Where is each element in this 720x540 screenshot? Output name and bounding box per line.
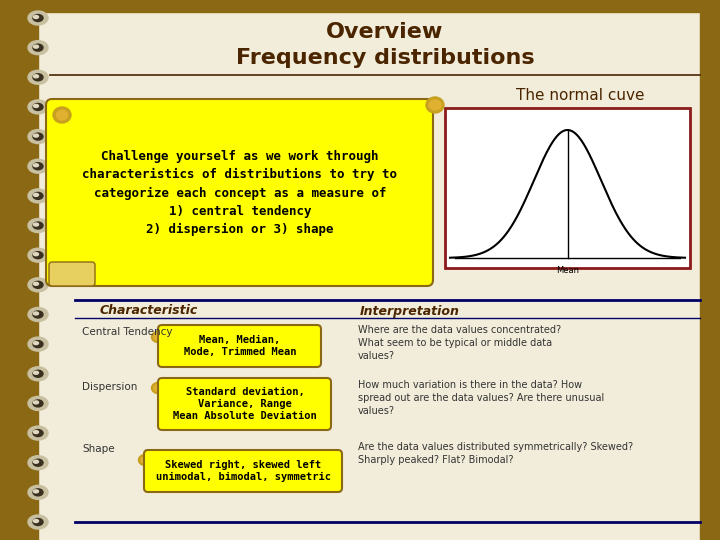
Ellipse shape: [28, 367, 48, 381]
Text: Mean: Mean: [556, 266, 579, 275]
Ellipse shape: [33, 133, 43, 140]
Ellipse shape: [28, 11, 48, 25]
Text: Standard deviation,
Variance, Range
Mean Absolute Deviation: Standard deviation, Variance, Range Mean…: [173, 387, 317, 421]
Bar: [0, 0, 38, 540]
Ellipse shape: [28, 515, 48, 529]
Ellipse shape: [34, 490, 38, 493]
Text: Skewed right, skewed left
unimodal, bimodal, symmetric: Skewed right, skewed left unimodal, bimo…: [156, 460, 330, 482]
Ellipse shape: [53, 107, 71, 123]
Ellipse shape: [34, 312, 38, 315]
Ellipse shape: [28, 337, 48, 351]
Ellipse shape: [34, 134, 38, 137]
Bar: [0, 0, 720, 12]
FancyBboxPatch shape: [158, 325, 321, 367]
Ellipse shape: [33, 74, 43, 81]
Ellipse shape: [33, 311, 43, 318]
Ellipse shape: [34, 460, 38, 463]
Ellipse shape: [151, 382, 164, 394]
Ellipse shape: [33, 370, 43, 377]
Ellipse shape: [34, 16, 38, 18]
Ellipse shape: [28, 40, 48, 55]
Ellipse shape: [426, 97, 444, 113]
FancyBboxPatch shape: [46, 99, 433, 286]
Ellipse shape: [34, 519, 38, 523]
Text: Mean, Median,
Mode, Trimmed Mean: Mean, Median, Mode, Trimmed Mean: [184, 335, 296, 357]
Ellipse shape: [28, 189, 48, 203]
Ellipse shape: [33, 192, 43, 199]
Ellipse shape: [141, 456, 149, 463]
FancyBboxPatch shape: [158, 378, 331, 430]
Text: Overview: Overview: [326, 22, 444, 42]
Ellipse shape: [28, 159, 48, 173]
Ellipse shape: [34, 401, 38, 404]
FancyBboxPatch shape: [49, 262, 95, 286]
Ellipse shape: [33, 489, 43, 496]
Text: Characteristic: Characteristic: [100, 305, 198, 318]
Ellipse shape: [429, 100, 441, 110]
Ellipse shape: [34, 282, 38, 285]
Ellipse shape: [34, 45, 38, 48]
Ellipse shape: [28, 248, 48, 262]
Ellipse shape: [28, 219, 48, 233]
Ellipse shape: [34, 104, 38, 107]
FancyBboxPatch shape: [144, 450, 342, 492]
Text: Dispersion: Dispersion: [82, 382, 138, 392]
Ellipse shape: [154, 334, 162, 341]
Ellipse shape: [28, 130, 48, 144]
Ellipse shape: [33, 44, 43, 51]
Ellipse shape: [33, 400, 43, 407]
Text: Challenge yourself as we work through
characteristics of distributions to try to: Challenge yourself as we work through ch…: [83, 150, 397, 235]
Text: Interpretation: Interpretation: [360, 305, 460, 318]
Ellipse shape: [28, 278, 48, 292]
Ellipse shape: [28, 307, 48, 321]
Ellipse shape: [33, 252, 43, 259]
Ellipse shape: [34, 372, 38, 374]
Bar: [445, 108, 690, 268]
Ellipse shape: [34, 253, 38, 255]
Ellipse shape: [33, 15, 43, 22]
Ellipse shape: [28, 396, 48, 410]
Ellipse shape: [34, 223, 38, 226]
Ellipse shape: [34, 193, 38, 197]
Text: Frequency distributions: Frequency distributions: [235, 48, 534, 68]
Ellipse shape: [151, 332, 164, 342]
Ellipse shape: [33, 459, 43, 466]
Ellipse shape: [33, 518, 43, 525]
Text: Shape: Shape: [82, 444, 114, 454]
Ellipse shape: [28, 426, 48, 440]
Ellipse shape: [34, 75, 38, 78]
Ellipse shape: [34, 164, 38, 167]
Text: The normal cuve: The normal cuve: [516, 87, 644, 103]
Ellipse shape: [56, 110, 68, 120]
Ellipse shape: [28, 456, 48, 470]
Ellipse shape: [154, 384, 162, 391]
Ellipse shape: [28, 70, 48, 84]
Text: Where are the data values concentrated?
What seem to be typical or middle data
v: Where are the data values concentrated? …: [358, 325, 561, 361]
Ellipse shape: [33, 341, 43, 348]
Ellipse shape: [34, 430, 38, 434]
Ellipse shape: [34, 342, 38, 345]
Text: How much variation is there in the data? How
spread out are the data values? Are: How much variation is there in the data?…: [358, 380, 604, 416]
Text: Are the data values distributed symmetrically? Skewed?
Sharply peaked? Flat? Bim: Are the data values distributed symmetri…: [358, 442, 633, 465]
Ellipse shape: [33, 222, 43, 229]
Text: Central Tendency: Central Tendency: [82, 327, 173, 337]
Ellipse shape: [28, 100, 48, 114]
Ellipse shape: [33, 281, 43, 288]
Ellipse shape: [33, 429, 43, 436]
Ellipse shape: [33, 163, 43, 170]
Ellipse shape: [33, 104, 43, 111]
Ellipse shape: [138, 455, 151, 465]
Bar: [700, 0, 720, 540]
Ellipse shape: [28, 485, 48, 500]
